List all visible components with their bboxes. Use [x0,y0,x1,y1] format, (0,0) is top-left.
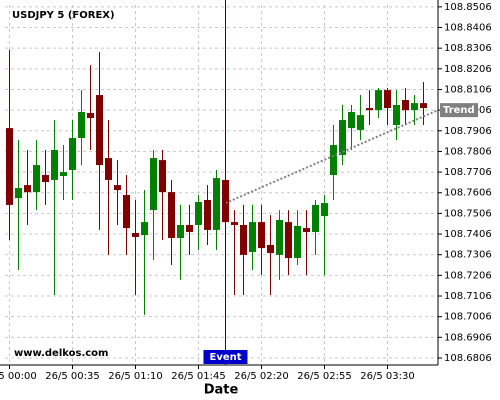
y-tick-label: 108.8106 [444,84,492,95]
y-tick-label: 108.7806 [444,146,492,157]
y-tick-label: 108.7406 [444,229,492,240]
candle-body [105,158,112,180]
candle-body [42,174,49,183]
y-tick-label: 108.7606 [444,188,492,199]
candle-body [123,195,130,229]
candle-body [321,203,328,217]
candle-body [312,204,319,232]
candle-body [231,222,238,225]
x-axis-label: Date [204,383,239,398]
trend-label-box [440,103,478,118]
chart-title: USDJPY 5 (FOREX) [12,10,115,21]
candle-body [240,224,247,255]
trend-line [225,109,439,204]
candle-body [132,233,139,237]
y-tick-label: 108.8506 [444,2,492,13]
candle-body [366,108,373,111]
x-tick-label: 26/5 00:35 [45,371,99,382]
x-tick-label: 26/5 01:10 [108,371,162,382]
event-label: Event [209,352,241,363]
candle-body [276,220,283,255]
candle-body [330,145,337,175]
x-tick-label: 26/5 00:00 [0,371,37,382]
candle-body [357,115,364,130]
plot-area [5,5,438,365]
y-tick-label: 108.7006 [444,312,492,323]
candle-body [78,111,85,139]
y-tick-label: 108.7906 [444,126,492,137]
candle-body [402,100,409,111]
candle-body [96,95,103,166]
candle-body [15,187,22,199]
candle-body [6,128,13,205]
candle-body [177,224,184,238]
y-tick-label: 108.8406 [444,23,492,34]
y-tick-label: 108.6806 [444,353,492,364]
x-tick-label: 26/5 02:55 [297,371,351,382]
y-tick-label: 108.7106 [444,291,492,302]
candle-body [294,225,301,259]
candle-body [186,224,193,232]
y-tick-label: 108.6906 [444,332,492,343]
candle-body [348,111,355,129]
candle-body [258,222,265,249]
candle-body [51,149,58,180]
candle-body [150,158,157,211]
candle-body [60,172,67,177]
candle-body [159,160,166,193]
candle-body [24,185,31,193]
candle-body [69,138,76,171]
trend-label: Trend [443,105,475,116]
candle-body [204,199,211,230]
y-tick-label: 108.7506 [444,208,492,219]
candle-body [411,103,418,111]
y-tick-label: 108.7206 [444,270,492,281]
candle-body [267,245,274,254]
candle-body [285,222,292,259]
candle-body [87,113,94,118]
y-tick-label: 108.8306 [444,43,492,54]
candle-body [339,120,346,155]
candle-body [249,222,256,253]
x-tick-label: 26/5 03:30 [360,371,414,382]
candle-body [393,104,400,125]
candle-body [420,103,427,109]
event-label-box [203,350,248,364]
x-tick-label: 26/5 02:20 [234,371,288,382]
candle-body [384,90,391,109]
candle-body [195,202,202,225]
x-tick-label: 26/5 01:45 [171,371,225,382]
candle-body [168,192,175,238]
candle-body [213,178,220,230]
watermark: www.delkos.com [14,348,108,359]
y-tick-label: 108.7706 [444,167,492,178]
candle-body [33,165,40,193]
candle-body [114,185,121,191]
candle-body [141,222,148,236]
candle-body [303,228,310,232]
candle-body [375,90,382,111]
y-tick-label: 108.7306 [444,250,492,261]
y-tick-label: 108.8206 [444,64,492,75]
